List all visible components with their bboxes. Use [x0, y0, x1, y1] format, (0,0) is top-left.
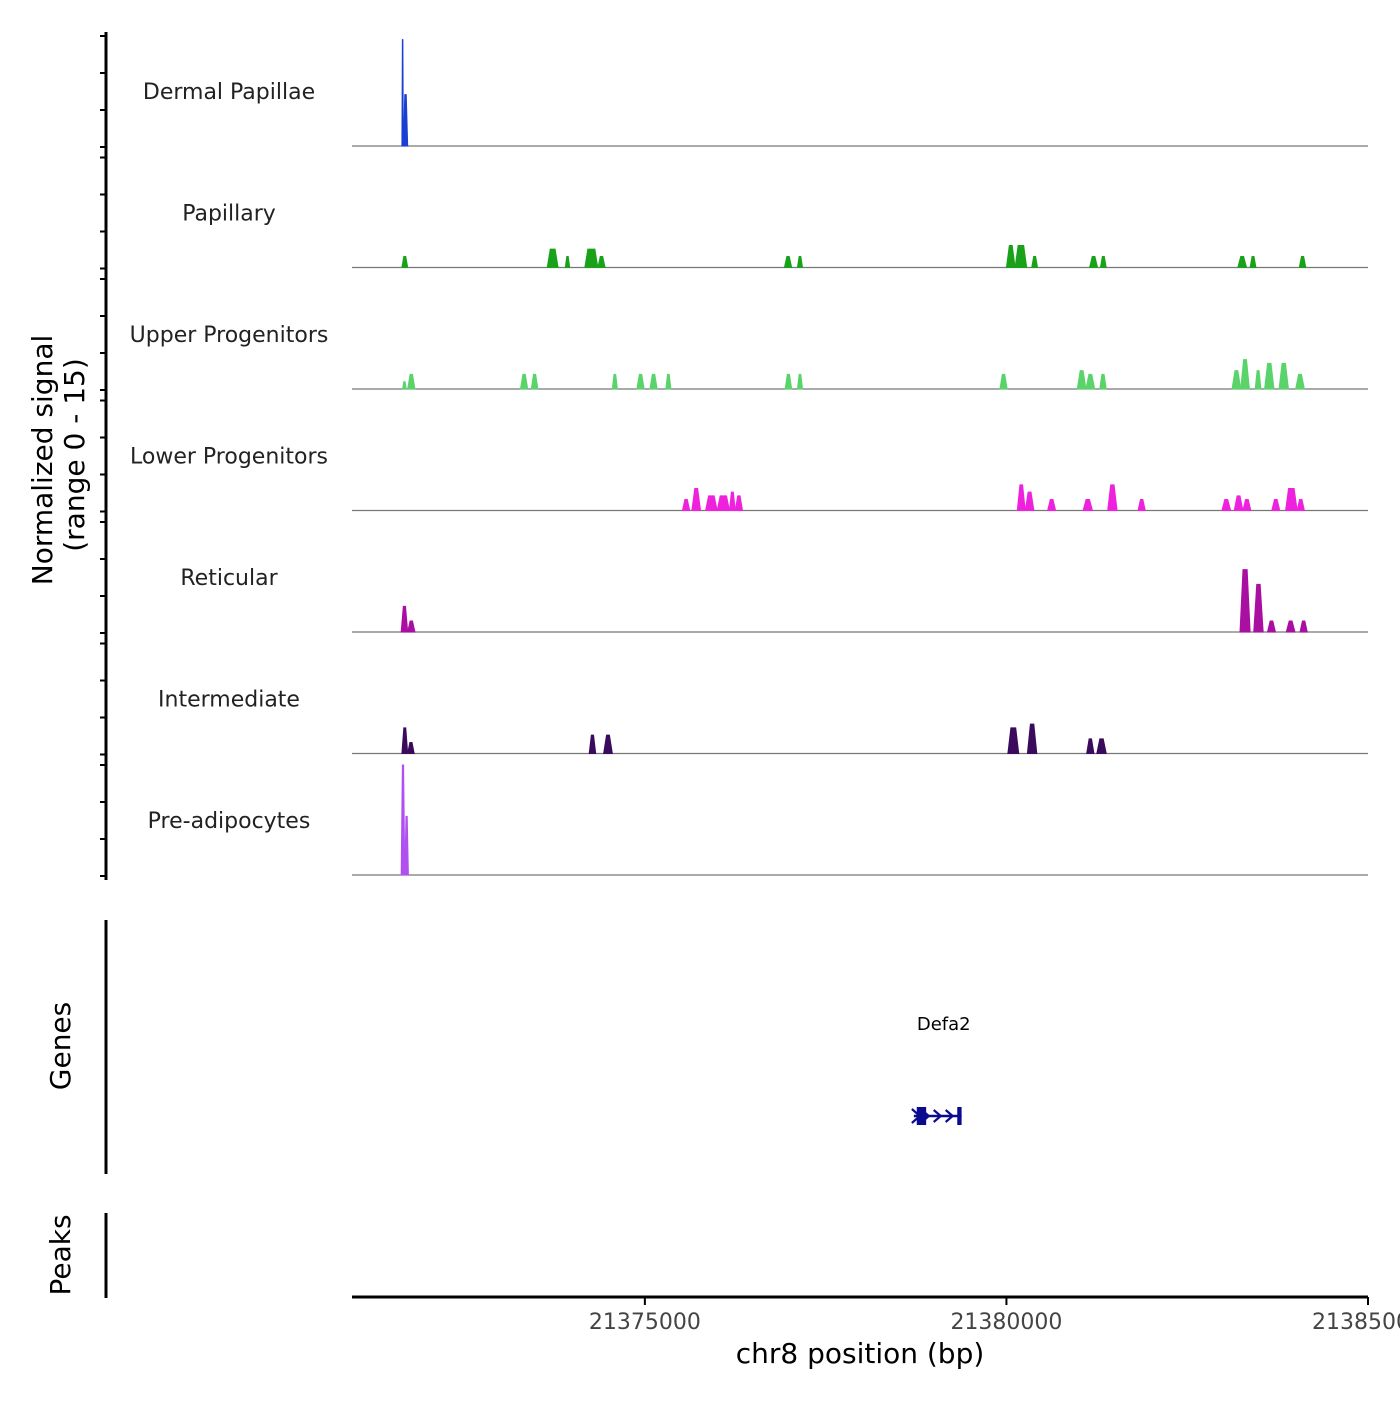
signal-peak: [1026, 723, 1038, 754]
signal-peak: [1278, 362, 1290, 390]
signal-peak: [1254, 370, 1262, 390]
signal-peak: [1086, 738, 1095, 754]
signal-peak: [1007, 727, 1020, 754]
signal-peak: [1296, 499, 1305, 511]
signal-peak: [1284, 488, 1298, 511]
signal-peak: [1237, 256, 1248, 268]
strand-arrow: [944, 1109, 955, 1123]
signal-peak: [401, 727, 409, 754]
signal-peak: [407, 373, 416, 390]
tracks-layer: Dermal Papillae Papillary Upper Progenitor…: [130, 39, 1368, 876]
signal-peak: [402, 94, 409, 147]
peaks-panel-label: Peaks: [44, 1214, 77, 1295]
signal-peak: [597, 256, 606, 268]
strand-arrow: [921, 1109, 931, 1123]
track-label: Reticular: [180, 566, 278, 591]
signal-peak: [1231, 370, 1242, 390]
signal-peak: [1024, 491, 1035, 511]
gene-label: Defa2: [917, 1014, 971, 1035]
signal-peak: [1264, 362, 1275, 390]
signal-peak: [1271, 499, 1281, 511]
signal-peak: [400, 605, 409, 633]
signal-peak: [588, 734, 597, 754]
signal-peak: [1240, 359, 1250, 390]
signal-peak: [1299, 620, 1308, 633]
signal-peak: [1096, 738, 1107, 754]
signal-peak: [1233, 495, 1244, 511]
signal-peak: [1005, 245, 1016, 268]
track-label: Papillary: [182, 202, 276, 227]
signal-peak: [1099, 256, 1107, 268]
signal-peak: [796, 256, 804, 268]
signal-peak: [546, 248, 559, 268]
x-tick-label: 21375000: [589, 1310, 701, 1335]
axes-layer: 21375000 21380000 21385000: [100, 32, 1400, 1335]
track-label: Lower Progenitors: [130, 445, 328, 470]
gene-start-cap: [911, 1108, 922, 1124]
signal-peak: [404, 815, 409, 876]
signal-peak: [1047, 499, 1057, 511]
genes-panel-label: Genes: [44, 1002, 77, 1090]
gene-exon: [957, 1107, 962, 1125]
signal-peak: [1107, 484, 1118, 511]
signal-peak: [691, 488, 702, 511]
signal-peak: [1137, 499, 1146, 511]
signal-peak: [734, 495, 744, 511]
signal-peak: [1266, 620, 1277, 633]
signal-peak: [1031, 256, 1039, 268]
signal-peak: [716, 495, 731, 511]
signal-peak: [519, 373, 529, 390]
y-axis-range: (range 0 - 15): [58, 358, 91, 552]
signal-peak: [665, 373, 672, 390]
signal-peak: [401, 256, 409, 268]
x-tick-label: 21380000: [950, 1310, 1062, 1335]
signal-peak: [728, 491, 736, 511]
signal-peak: [402, 381, 407, 390]
signal-peak: [1016, 484, 1026, 511]
signal-peak: [401, 39, 404, 147]
signal-peak: [1088, 256, 1099, 268]
signal-peak: [603, 734, 613, 754]
signal-peak: [407, 620, 416, 633]
signal-peak: [584, 248, 599, 268]
signal-peak: [1085, 373, 1096, 390]
track-label: Intermediate: [158, 688, 300, 713]
signal-peak: [636, 373, 645, 390]
signal-peak: [1298, 256, 1307, 268]
signal-peak: [530, 373, 539, 390]
signal-peak: [1249, 256, 1257, 268]
signal-peak: [1076, 370, 1087, 390]
signal-peak: [564, 256, 571, 268]
signal-peak: [1221, 499, 1232, 511]
signal-peak: [1295, 373, 1305, 390]
signal-peak: [1285, 620, 1296, 633]
signal-peak: [407, 742, 415, 754]
track-label: Pre-adipocytes: [148, 809, 311, 834]
y-axis-title: Normalized signal: [26, 335, 59, 586]
signal-peak: [784, 373, 793, 390]
track-label: Dermal Papillae: [143, 80, 315, 105]
track-label: Upper Progenitors: [130, 323, 329, 348]
signal-peak: [1099, 373, 1107, 390]
genes-layer: Defa2: [911, 1014, 971, 1125]
signal-peak: [1082, 499, 1094, 511]
signal-peak: [611, 373, 618, 390]
signal-peak: [704, 495, 718, 511]
signal-peak: [1239, 569, 1251, 633]
x-axis-title: chr8 position (bp): [736, 1337, 985, 1370]
signal-peak: [649, 373, 658, 390]
strand-arrow: [933, 1109, 943, 1123]
signal-peak: [681, 499, 691, 511]
signal-peak: [1242, 499, 1252, 511]
signal-peak: [400, 764, 406, 876]
signal-peak: [1014, 245, 1028, 268]
signal-peak: [999, 373, 1008, 390]
x-tick-label: 21385000: [1312, 1310, 1400, 1335]
signal-peak: [796, 373, 804, 390]
signal-peak: [1253, 583, 1264, 633]
signal-peak: [783, 256, 793, 268]
